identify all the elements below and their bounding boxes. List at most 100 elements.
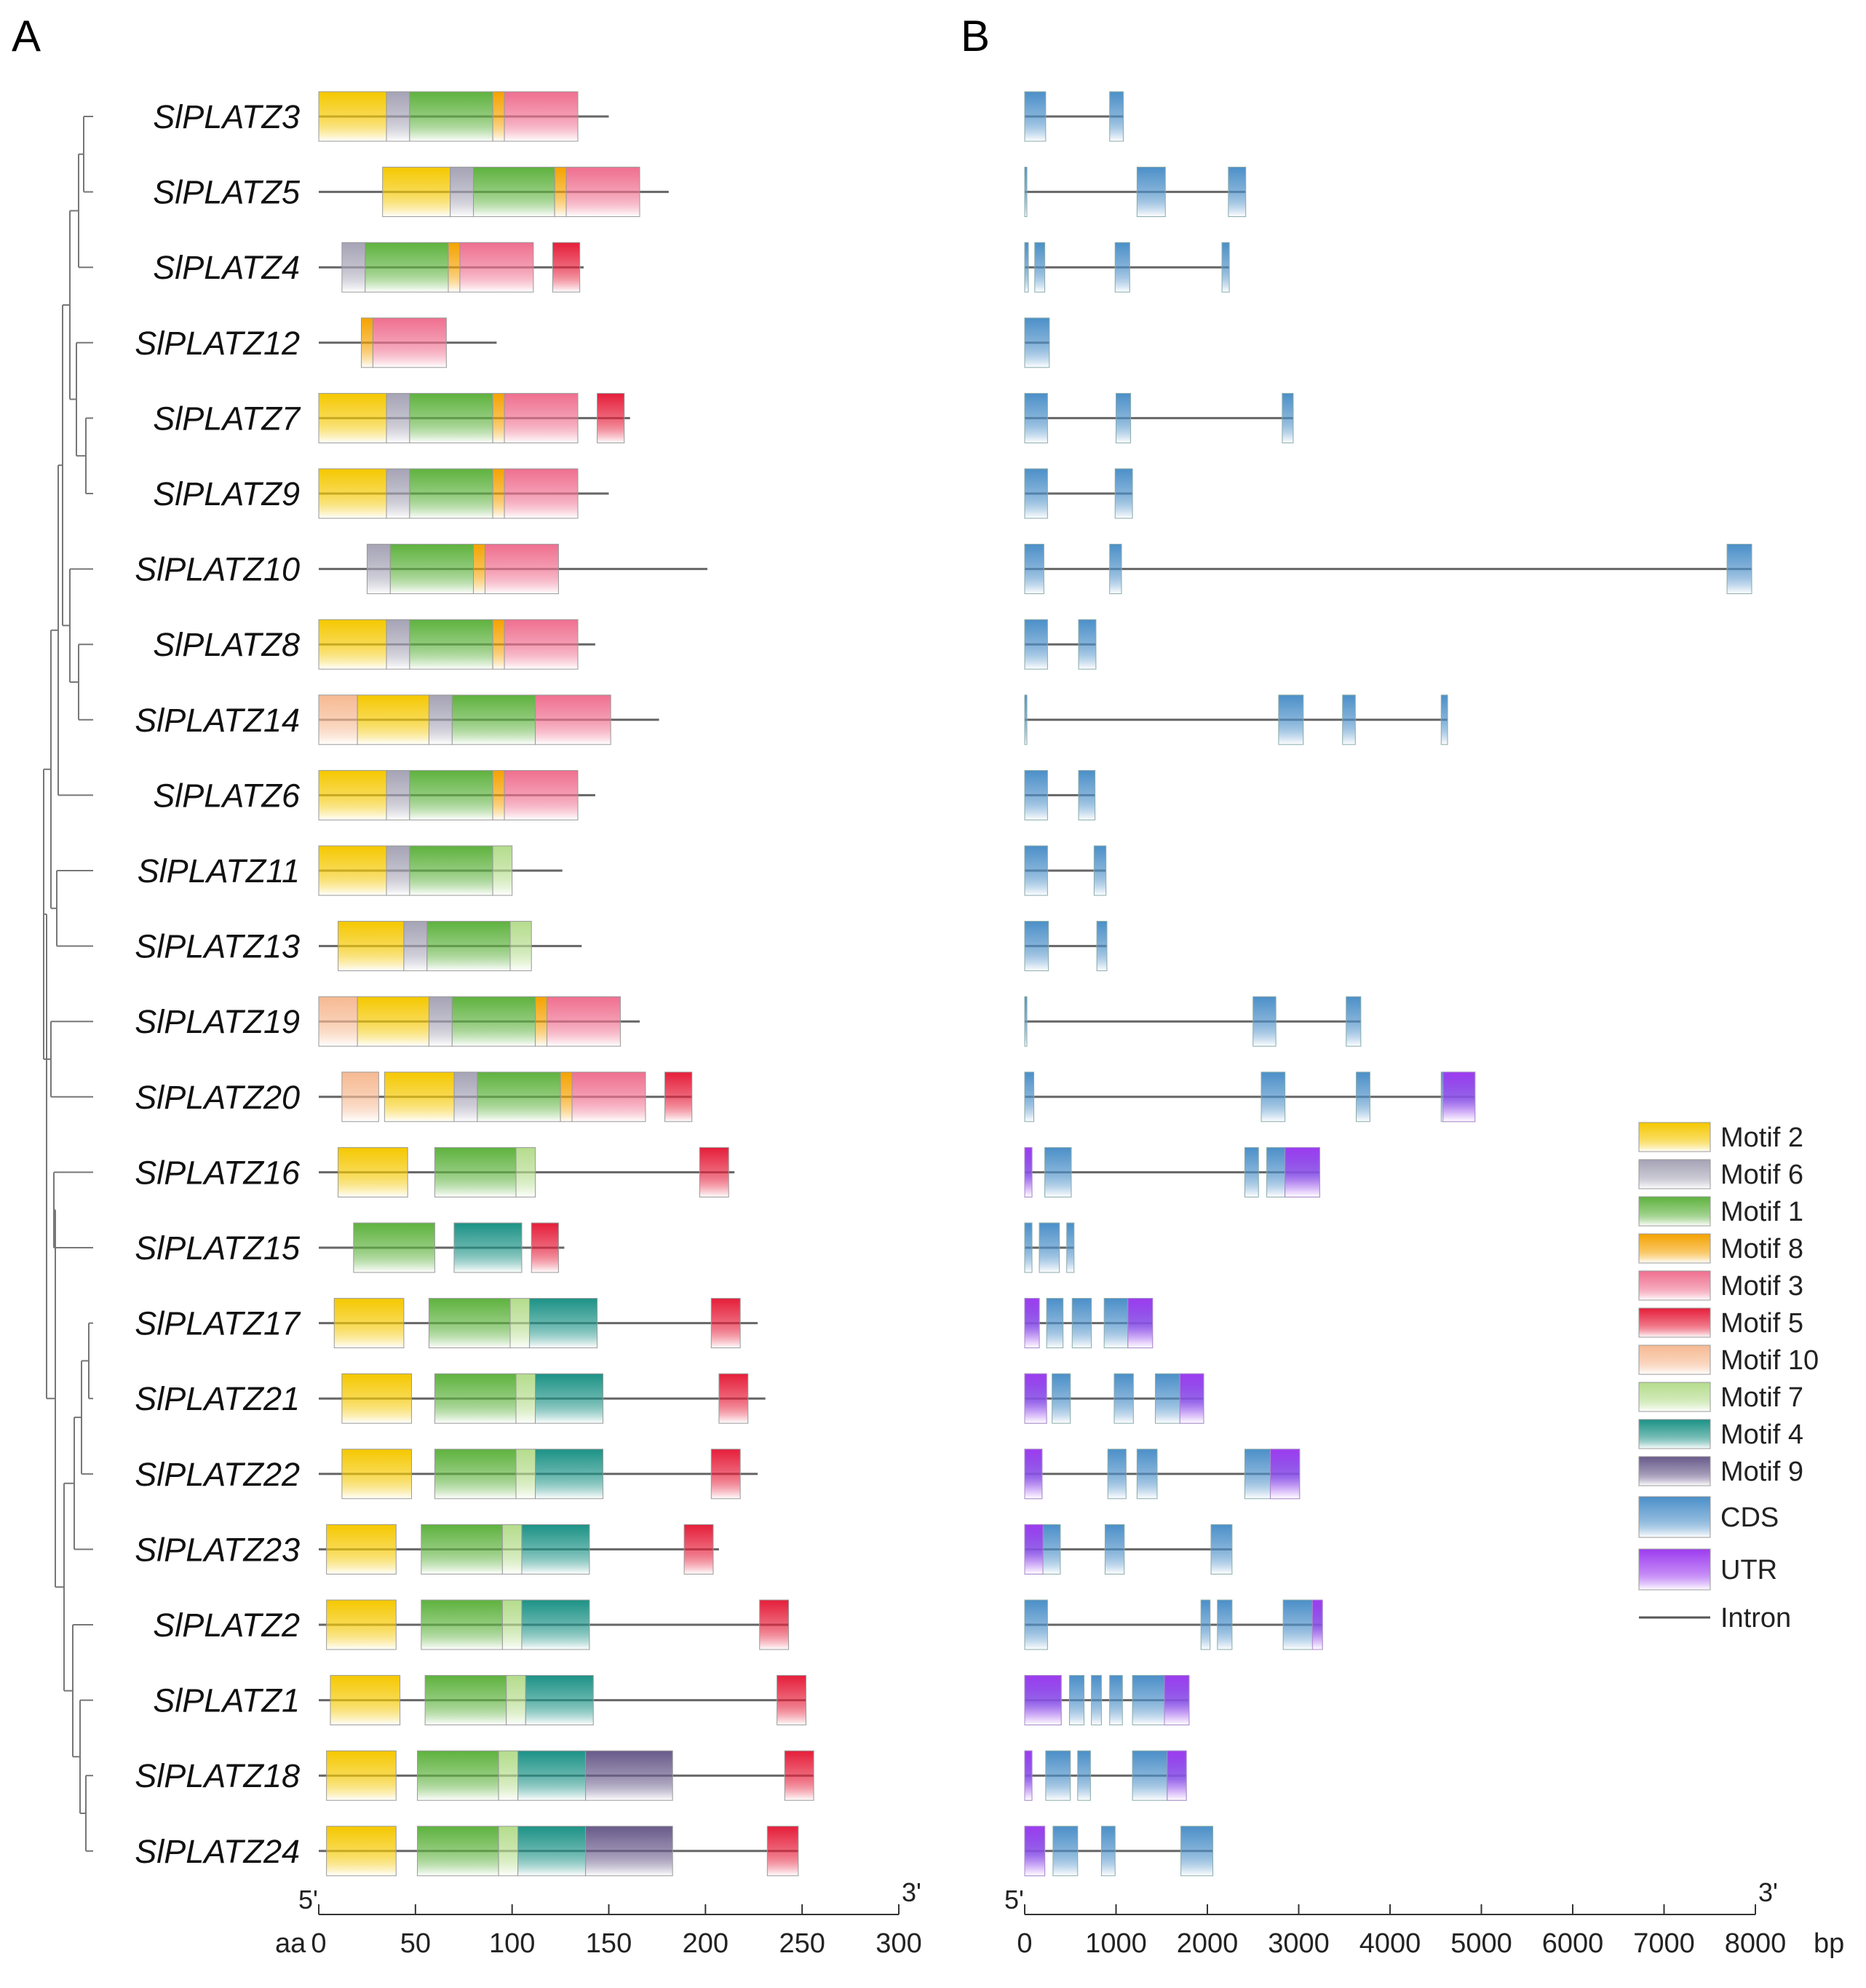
motif-2-box	[318, 91, 387, 142]
motif-6-box	[366, 544, 391, 595]
utr-box	[1024, 1298, 1040, 1349]
axis-tick-label: 2000	[1177, 1928, 1239, 1959]
motif-2-box	[333, 1298, 405, 1349]
cds-box	[1356, 1072, 1370, 1122]
motif-7-box	[515, 1449, 536, 1500]
cds-box	[1024, 544, 1044, 595]
gene-track-slplatz13	[1024, 921, 1108, 972]
motif-5-box	[710, 1449, 741, 1500]
motif-2-box	[357, 996, 429, 1047]
gene-track-slplatz21	[1024, 1373, 1204, 1424]
legend-label: Intron	[1720, 1603, 1791, 1633]
legend-label: Motif 9	[1720, 1457, 1803, 1487]
legend-label: Motif 6	[1720, 1160, 1803, 1190]
cds-box	[1024, 1222, 1033, 1273]
motif-1-box	[477, 1072, 561, 1122]
cds-box	[1154, 1373, 1180, 1424]
legend-swatch-cds	[1638, 1496, 1711, 1538]
gene-label-slplatz21: SlPLATZ21	[135, 1380, 300, 1417]
gene-label-slplatz23: SlPLATZ23	[135, 1531, 300, 1568]
protein-track-slplatz4	[319, 242, 584, 293]
legend-label: Motif 2	[1720, 1122, 1803, 1153]
gene-track-slplatz17	[1024, 1298, 1154, 1349]
gene-track-slplatz23	[1024, 1524, 1233, 1575]
gene-track-slplatz7	[1024, 392, 1294, 443]
utr-box	[1024, 1373, 1047, 1424]
protein-track-slplatz5	[319, 167, 669, 218]
cds-box	[1260, 1072, 1286, 1122]
gene-length-axis: 0 1000 2000 3000 4000 5000 6000 7000 8000 5' 3' bp	[1004, 1877, 1844, 1959]
legend-swatch-3	[1638, 1270, 1711, 1301]
motif-6-box	[450, 167, 475, 218]
motif-8-box	[560, 1072, 573, 1122]
motif-5-box	[664, 1072, 693, 1122]
motif-2-box	[326, 1750, 397, 1801]
cds-box	[1103, 1298, 1129, 1349]
gene-label-slplatz22: SlPLATZ22	[135, 1456, 300, 1493]
gene-label-slplatz14: SlPLATZ14	[135, 702, 300, 739]
gene-label-slplatz19: SlPLATZ19	[135, 1003, 300, 1040]
gene-label-slplatz20: SlPLATZ20	[135, 1079, 300, 1116]
cds-box	[1136, 167, 1166, 218]
gene-track-slplatz6	[1024, 769, 1096, 820]
cds-box	[1024, 1072, 1035, 1122]
motif-2-box	[318, 845, 387, 896]
motif-2-box	[338, 1147, 408, 1197]
motif-1-box	[434, 1449, 517, 1500]
gene-track-slplatz20	[1024, 1072, 1476, 1122]
motif-8-box	[492, 619, 505, 670]
legend-swatch-6	[1638, 1159, 1711, 1189]
cds-box	[1282, 392, 1294, 443]
gene-track-slplatz3	[1024, 91, 1124, 142]
motif-5-box	[766, 1826, 799, 1877]
motif-2-box	[341, 1449, 413, 1500]
motif-2-box	[318, 769, 387, 820]
axis-tick-label: 1000	[1085, 1928, 1147, 1959]
cds-box	[1114, 468, 1133, 519]
gene-label-slplatz1: SlPLATZ1	[153, 1682, 300, 1719]
phylogenetic-tree	[43, 116, 93, 1852]
gene-label-slplatz12: SlPLATZ12	[135, 325, 300, 362]
protein-track-slplatz10	[319, 544, 707, 595]
motif-8-box	[492, 91, 505, 142]
cds-box	[1046, 1298, 1064, 1349]
motif-8-box	[473, 544, 485, 595]
cds-box	[1104, 1524, 1125, 1575]
motif-3-box	[504, 619, 579, 670]
cds-box	[1078, 769, 1096, 820]
axis-tick-label: 4000	[1359, 1928, 1421, 1959]
legend-label: Motif 8	[1720, 1234, 1803, 1264]
motif-5-box	[699, 1147, 729, 1197]
motif-3-box	[571, 1072, 646, 1122]
gene-label-slplatz18: SlPLATZ18	[135, 1757, 300, 1794]
gene-track-slplatz24	[1024, 1826, 1214, 1877]
gene-label-slplatz7: SlPLATZ7	[153, 400, 301, 437]
motif-6-box	[386, 769, 410, 820]
legend: Motif 2 Motif 6 Motif 1 Motif 8 Motif 3 Motif…	[1638, 1122, 1819, 1633]
gene-label-slplatz15: SlPLATZ15	[135, 1229, 301, 1267]
gene-track-slplatz19	[1024, 996, 1362, 1047]
motif-5-box	[784, 1750, 814, 1801]
motif-7-box	[498, 1750, 519, 1801]
protein-track-slplatz12	[319, 317, 497, 368]
motif-6-box	[386, 468, 410, 519]
gene-label-slplatz6: SlPLATZ6	[153, 777, 301, 814]
cds-box	[1044, 1147, 1072, 1197]
axis-tick-label: 7000	[1633, 1928, 1695, 1959]
cds-box	[1132, 1675, 1165, 1726]
motif-7-box	[515, 1147, 536, 1197]
legend-label: CDS	[1720, 1502, 1779, 1533]
motif-5-box	[552, 242, 581, 293]
motif-5-box	[597, 392, 625, 443]
gene-label-slplatz3: SlPLATZ3	[153, 98, 300, 135]
motif-1-box	[428, 1298, 511, 1349]
motif-2-box	[338, 921, 405, 972]
cds-box	[1066, 1222, 1075, 1273]
cds-box	[1180, 1826, 1214, 1877]
gene-label-slplatz17: SlPLATZ17	[135, 1305, 301, 1342]
protein-motif-tracks	[318, 91, 814, 1877]
utr-box	[1285, 1147, 1320, 1197]
axis-start-label: 5'	[1004, 1885, 1024, 1914]
cds-box	[1116, 392, 1132, 443]
cds-box	[1024, 619, 1048, 670]
